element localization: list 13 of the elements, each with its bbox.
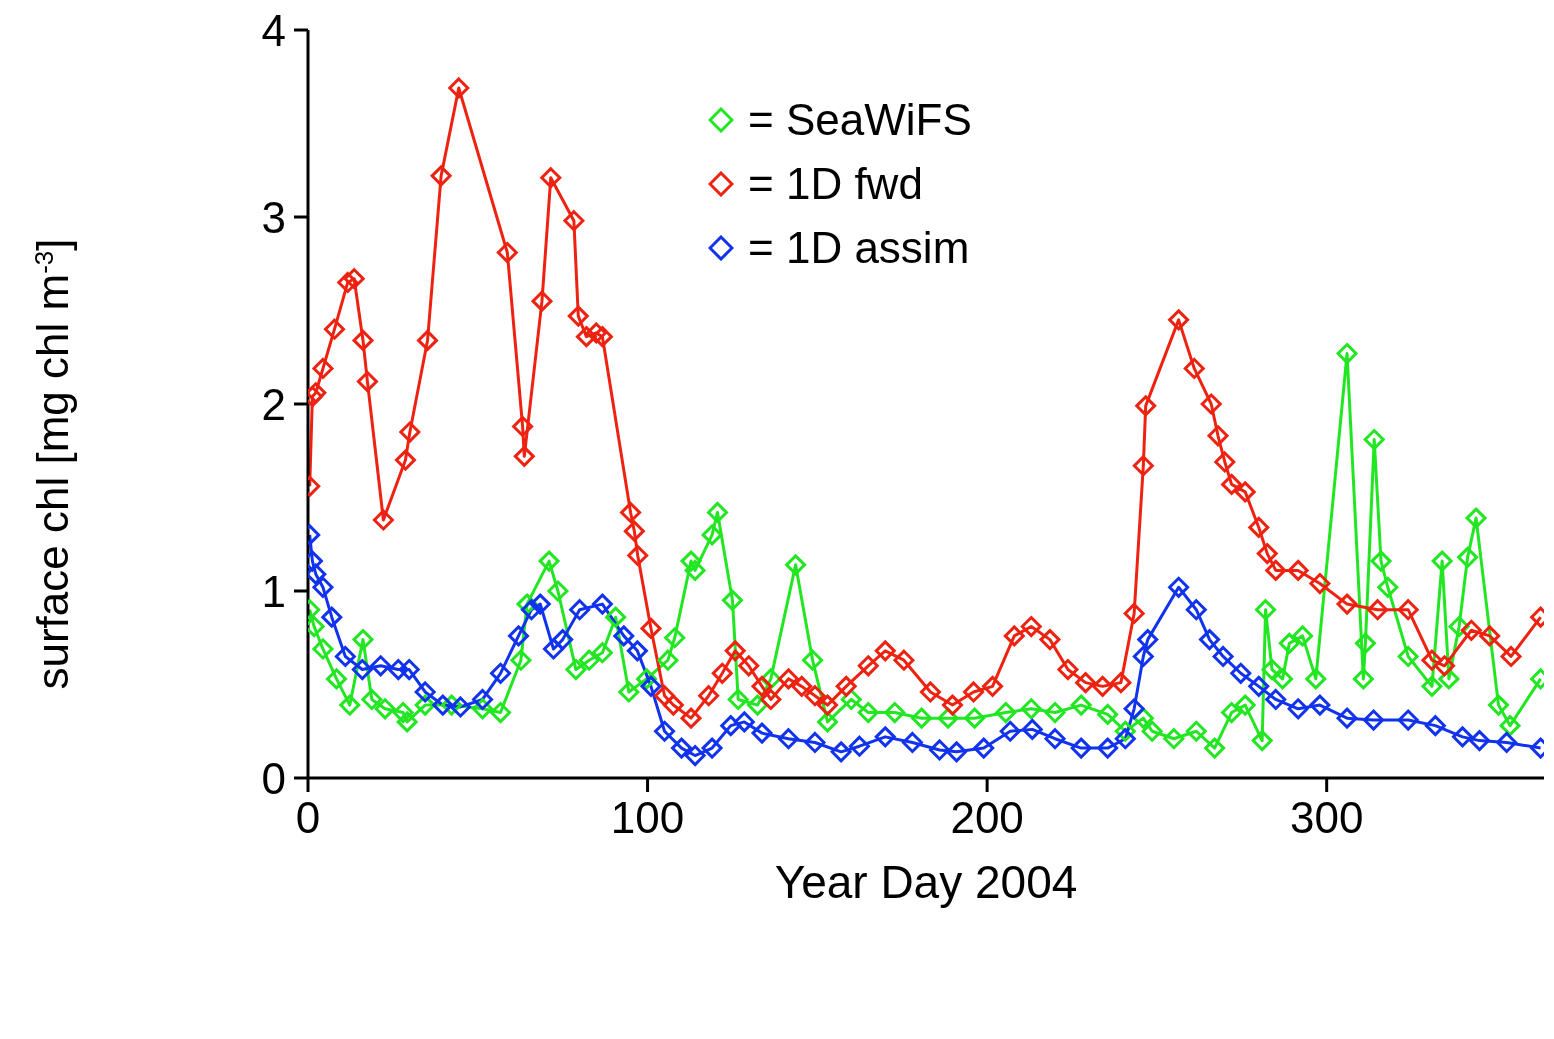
y-tick-label: 4 xyxy=(261,5,286,55)
y-tick-label: 0 xyxy=(261,753,286,803)
x-tick-label: 100 xyxy=(610,793,685,843)
legend-label: = 1D fwd xyxy=(748,158,923,210)
x-axis-title: Year Day 2004 xyxy=(774,856,1078,908)
legend-label: = SeaWiFS xyxy=(748,94,972,146)
legend-label: = 1D assim xyxy=(748,222,970,274)
y-tick-label: 3 xyxy=(261,192,286,242)
y-tick-label: 2 xyxy=(261,379,286,429)
x-tick-label: 200 xyxy=(950,793,1024,843)
y-tick-label: 1 xyxy=(261,566,286,616)
x-tick-label: 300 xyxy=(1289,793,1364,843)
x-tick-label: 0 xyxy=(295,793,321,843)
